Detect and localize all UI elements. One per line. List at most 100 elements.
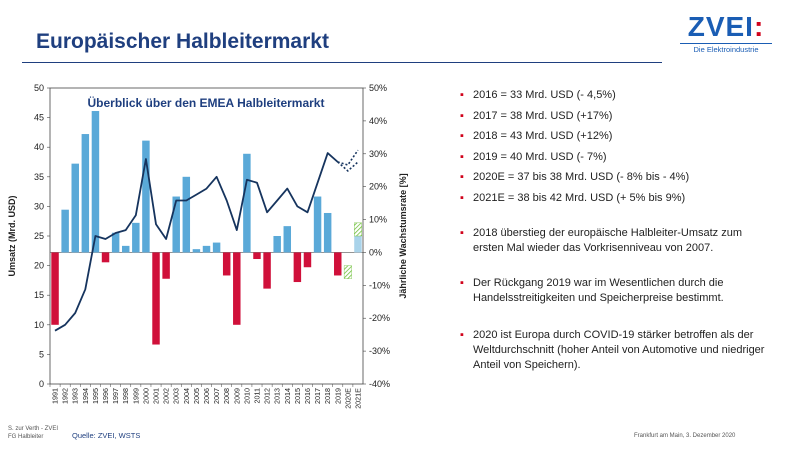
y2-tick-label: -20% bbox=[369, 313, 390, 323]
bullet-icon: ▪ bbox=[460, 227, 464, 239]
bar-2010 bbox=[243, 153, 251, 253]
bullet-icon: ▪ bbox=[460, 191, 464, 204]
page-title: Europäischer Halbleitermarkt bbox=[36, 30, 329, 53]
y2-tick-label: 10% bbox=[369, 215, 387, 225]
bar-2004 bbox=[182, 176, 191, 253]
x-tick-label-2020E: 2020E bbox=[343, 388, 352, 409]
y-tick-label: 0 bbox=[39, 379, 44, 389]
x-tick-label-1999: 1999 bbox=[131, 388, 140, 404]
x-tick-label-2013: 2013 bbox=[273, 388, 282, 404]
bar-2001 bbox=[152, 252, 160, 345]
bar-2002 bbox=[162, 252, 170, 279]
x-tick-label-2008: 2008 bbox=[222, 388, 231, 404]
bar-1997 bbox=[111, 232, 120, 253]
bullet-icon: ▪ bbox=[460, 109, 464, 122]
fact-item: ▪ 2017 = 38 Mrd. USD (+17%) bbox=[460, 109, 613, 122]
x-tick-label-2017: 2017 bbox=[313, 388, 322, 404]
y-tick-label: 40 bbox=[34, 142, 44, 152]
note-item: ▪ Der Rückgang 2019 war im Wesentlichen d… bbox=[460, 277, 724, 304]
bar-2000 bbox=[142, 140, 150, 253]
y-tick-label: 10 bbox=[34, 320, 44, 330]
y2-tick-label: -10% bbox=[369, 280, 390, 290]
x-tick-label-1997: 1997 bbox=[111, 388, 120, 404]
bar-1998 bbox=[121, 245, 130, 253]
y2-tick-label: 30% bbox=[369, 149, 387, 159]
source-note: Quelle: ZVEI, WSTS bbox=[72, 431, 141, 440]
bar-1994 bbox=[81, 134, 90, 253]
y2-axis-label: Jährliche Wachstumsrate [%] bbox=[398, 173, 408, 298]
forecast-range-2020E bbox=[343, 265, 352, 279]
bar-1991 bbox=[51, 252, 59, 325]
x-tick-label-2014: 2014 bbox=[283, 388, 292, 404]
x-tick-label-2012: 2012 bbox=[263, 388, 272, 404]
note-item: ▪ 2018 überstieg der europäische Halbleit… bbox=[460, 227, 743, 254]
bar-1995 bbox=[91, 111, 100, 253]
bar-1993 bbox=[71, 163, 79, 253]
x-tick-label-1991: 1991 bbox=[51, 388, 60, 404]
x-tick-label-2016: 2016 bbox=[303, 388, 312, 404]
bar-2012 bbox=[263, 252, 271, 289]
revenue-line bbox=[54, 152, 339, 332]
x-tick-label-2007: 2007 bbox=[212, 388, 221, 404]
y-tick-label: 50 bbox=[34, 83, 44, 93]
bar-1992 bbox=[61, 209, 69, 253]
y2-tick-label: -40% bbox=[369, 379, 390, 389]
y2-tick-label: 40% bbox=[369, 116, 387, 126]
x-tick-label-2018: 2018 bbox=[323, 388, 332, 404]
bar-2011 bbox=[253, 252, 261, 260]
footer-author: S. zur Verth - ZVEI FG Halbleiter bbox=[8, 426, 59, 440]
y-tick-label: 35 bbox=[34, 172, 44, 182]
fact-item: ▪ 2018 = 43 Mrd. USD (+12%) bbox=[460, 130, 613, 142]
revenue-forecast-line-low bbox=[337, 161, 359, 172]
x-tick-label-1994: 1994 bbox=[81, 388, 90, 404]
bullet-icon: ▪ bbox=[460, 277, 464, 289]
bar-2014 bbox=[283, 226, 292, 253]
y-tick-label: 20 bbox=[34, 261, 44, 271]
bullet-icon: ▪ bbox=[460, 171, 464, 183]
logo-subtitle: Die Elektroindustrie bbox=[693, 45, 759, 54]
fact-item: ▪ 2021E = 38 bis 42 Mrd. USD (+ 5% bis 9%… bbox=[460, 191, 686, 204]
bar-2021E bbox=[354, 236, 362, 253]
bar-2019 bbox=[334, 252, 342, 276]
semiconductor-market-chart: 0 5 10 15 20 25 30 35 40 45 50 -40% -30% -20% -10% 0% 10… bbox=[7, 83, 408, 409]
x-tick-label-1992: 1992 bbox=[61, 388, 70, 404]
bar-2016 bbox=[303, 252, 312, 268]
footer-date: Frankfurt am Main, 3. Dezember 2020 bbox=[634, 433, 736, 439]
x-tick-label-2011: 2011 bbox=[252, 388, 261, 403]
bar-2013 bbox=[273, 236, 281, 253]
bar-2009 bbox=[233, 252, 241, 325]
logo-rule bbox=[680, 43, 772, 44]
bar-2015 bbox=[293, 252, 302, 283]
fact-list: ▪ 2016 = 33 Mrd. USD (- 4,5%) ▪ 2017 = 38 … bbox=[452, 88, 782, 211]
bar-2005 bbox=[192, 249, 201, 253]
fact-item: ▪ 2019 = 40 Mrd. USD (- 7%) bbox=[460, 150, 607, 163]
bar-1996 bbox=[101, 252, 110, 263]
y2-tick-label: -30% bbox=[369, 346, 390, 356]
logo-wordmark: ZVEI: bbox=[687, 11, 765, 42]
x-tick-label-2000: 2000 bbox=[141, 388, 150, 404]
x-tick-label-2002: 2002 bbox=[162, 388, 171, 404]
y-tick-label: 30 bbox=[34, 201, 44, 211]
x-tick-label-2015: 2015 bbox=[293, 388, 302, 404]
x-tick-label-2019: 2019 bbox=[333, 388, 342, 404]
x-tick-label-2021E: 2021E bbox=[353, 388, 362, 409]
x-tick-label-2010: 2010 bbox=[242, 388, 251, 404]
x-tick-label-1996: 1996 bbox=[101, 388, 110, 404]
note-item: ▪ 2020 ist Europa durch COVID-19 stärker … bbox=[460, 329, 765, 371]
x-tick-label-2009: 2009 bbox=[232, 388, 241, 404]
bar-2008 bbox=[222, 252, 231, 276]
y-tick-label: 25 bbox=[34, 231, 44, 241]
x-tick-label-2006: 2006 bbox=[202, 388, 211, 404]
bar-2006 bbox=[202, 245, 211, 253]
x-tick-label-1995: 1995 bbox=[91, 388, 100, 404]
bar-1999 bbox=[132, 222, 140, 253]
chart-title: Überblick über den EMEA Halbleitermarkt bbox=[88, 95, 325, 110]
y-axis-label: Umsatz (Mrd. USD) bbox=[7, 195, 17, 276]
fact-item: ▪ 2020E = 37 bis 38 Mrd. USD (- 8% bis - … bbox=[460, 171, 690, 183]
fact-item: ▪ 2016 = 33 Mrd. USD (- 4,5%) bbox=[460, 89, 616, 101]
bar-2003 bbox=[172, 196, 180, 253]
y-tick-label: 45 bbox=[34, 113, 44, 123]
x-tick-label-1993: 1993 bbox=[71, 388, 80, 404]
bullet-icon: ▪ bbox=[460, 130, 464, 142]
y2-tick-label: 50% bbox=[369, 83, 387, 93]
